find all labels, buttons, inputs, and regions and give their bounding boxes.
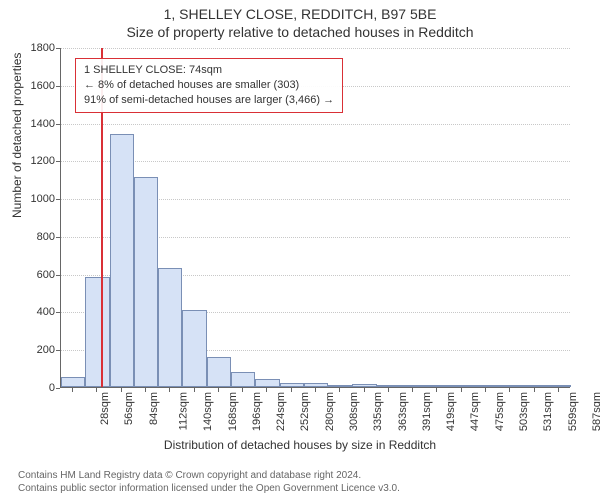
y-tick-label: 1400 [0,118,55,130]
x-tick-label: 391sqm [421,392,433,431]
x-tick-mark [145,388,146,392]
x-tick-label: 587sqm [591,392,600,431]
y-tick-label: 1600 [0,80,55,92]
histogram-bar [85,277,109,387]
x-tick-label: 475sqm [494,392,506,431]
x-tick-label: 196sqm [251,392,263,431]
x-tick-label: 28sqm [99,392,111,425]
x-tick-label: 559sqm [567,392,579,431]
histogram-bar [377,385,401,387]
histogram-bar [547,385,571,387]
gridline [61,161,570,162]
histogram-bar [401,385,425,387]
x-tick-label: 168sqm [227,392,239,431]
x-tick-mark [218,388,219,392]
histogram-bar [352,384,376,387]
x-tick-mark [242,388,243,392]
y-tick-label: 200 [0,344,55,356]
gridline [61,48,570,49]
x-tick-mark [534,388,535,392]
x-tick-mark [436,388,437,392]
histogram-bar [304,383,328,387]
x-tick-label: 447sqm [470,392,482,431]
y-tick-mark [56,388,60,389]
y-tick-label: 1000 [0,193,55,205]
x-tick-label: 280sqm [324,392,336,431]
x-tick-label: 112sqm [177,392,189,430]
histogram-bar [474,385,498,387]
chart-title-line2: Size of property relative to detached ho… [0,24,600,40]
histogram-figure: 1, SHELLEY CLOSE, REDDITCH, B97 5BE Size… [0,0,600,500]
x-tick-label: 140sqm [202,392,214,431]
histogram-bar [110,134,134,387]
x-tick-label: 503sqm [518,392,530,431]
chart-title-line1: 1, SHELLEY CLOSE, REDDITCH, B97 5BE [0,6,600,22]
x-tick-mark [121,388,122,392]
x-tick-label: 84sqm [148,392,160,425]
annotation-line: 1 SHELLEY CLOSE: 74sqm [84,63,334,78]
histogram-bar [182,310,206,387]
gridline [61,124,570,125]
x-tick-label: 308sqm [348,392,360,431]
x-tick-mark [485,388,486,392]
x-tick-mark [96,388,97,392]
x-tick-mark [194,388,195,392]
y-tick-label: 400 [0,306,55,318]
y-tick-label: 1200 [0,155,55,167]
x-tick-label: 56sqm [123,392,135,425]
x-tick-mark [291,388,292,392]
histogram-bar [158,268,182,387]
x-tick-mark [266,388,267,392]
x-tick-label: 419sqm [445,392,457,431]
x-tick-mark [339,388,340,392]
x-tick-mark [412,388,413,392]
x-tick-mark [461,388,462,392]
y-tick-label: 1800 [0,42,55,54]
histogram-bar [450,385,474,387]
histogram-bar [231,372,255,387]
x-tick-label: 224sqm [275,392,287,431]
x-tick-label: 335sqm [372,392,384,431]
histogram-bar [522,385,546,387]
x-axis-label: Distribution of detached houses by size … [0,438,600,452]
annotation-line: ← 8% of detached houses are smaller (303… [84,78,334,93]
x-tick-mark [558,388,559,392]
y-tick-label: 600 [0,269,55,281]
x-tick-label: 252sqm [300,392,312,431]
y-tick-label: 800 [0,231,55,243]
histogram-bar [280,383,304,387]
histogram-bar [207,357,231,387]
credit-line-2: Contains public sector information licen… [18,483,400,496]
x-tick-mark [315,388,316,392]
x-tick-mark [364,388,365,392]
x-tick-mark [388,388,389,392]
credit-line-1: Contains HM Land Registry data © Crown c… [18,470,361,483]
x-tick-mark [509,388,510,392]
histogram-bar [328,385,352,387]
histogram-bar [425,385,449,387]
y-tick-label: 0 [0,382,55,394]
plot-area: 1 SHELLEY CLOSE: 74sqm← 8% of detached h… [60,48,570,388]
annotation-line: 91% of semi-detached houses are larger (… [84,93,334,108]
histogram-bar [61,377,85,387]
x-tick-label: 363sqm [397,392,409,431]
annotation-box: 1 SHELLEY CLOSE: 74sqm← 8% of detached h… [75,58,343,113]
x-tick-label: 531sqm [542,392,554,431]
histogram-bar [255,379,279,388]
x-tick-mark [72,388,73,392]
histogram-bar [134,177,158,387]
x-tick-mark [169,388,170,392]
histogram-bar [498,385,522,387]
